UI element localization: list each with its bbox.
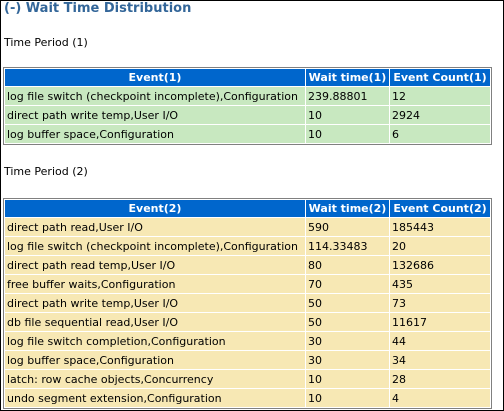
wait-time-cell: 30 <box>306 351 389 369</box>
event-cell: log file switch (checkpoint incomplete),… <box>5 87 305 105</box>
column-header-event: Event(1) <box>5 69 305 86</box>
wait-time-cell: 30 <box>306 332 389 350</box>
table-row: log file switch (checkpoint incomplete),… <box>5 87 490 105</box>
event-cell: log file switch (checkpoint incomplete),… <box>5 237 305 255</box>
wait-time-cell: 239.88801 <box>306 87 389 105</box>
event-cell: free buffer waits,Configuration <box>5 275 305 293</box>
event-cell: db file sequential read,User I/O <box>5 313 305 331</box>
column-header-wait-time: Wait time(1) <box>306 69 389 86</box>
event-count-cell: 2924 <box>390 106 490 124</box>
wait-time-cell: 10 <box>306 125 389 143</box>
event-count-cell: 34 <box>390 351 490 369</box>
event-cell: direct path write temp,User I/O <box>5 294 305 312</box>
table-row: log file switch completion,Configuration… <box>5 332 490 350</box>
wait-time-cell: 10 <box>306 389 389 407</box>
wait-time-cell: 80 <box>306 256 389 274</box>
event-count-cell: 73 <box>390 294 490 312</box>
event-cell: log file switch completion,Configuration <box>5 332 305 350</box>
table-row: latch: row cache objects,Concurrency 10 … <box>5 370 490 388</box>
wait-time-cell: 70 <box>306 275 389 293</box>
table-row: log buffer space,Configuration 10 6 <box>5 125 490 143</box>
table-row: log file switch (checkpoint incomplete),… <box>5 237 490 255</box>
table-header-row: Event(1) Wait time(1) Event Count(1) <box>5 69 490 86</box>
event-count-cell: 132686 <box>390 256 490 274</box>
wait-time-cell: 10 <box>306 370 389 388</box>
event-cell: log buffer space,Configuration <box>5 351 305 369</box>
event-cell: undo segment extension,Configuration <box>5 389 305 407</box>
wait-time-cell: 50 <box>306 313 389 331</box>
event-count-cell: 4 <box>390 389 490 407</box>
event-count-cell: 28 <box>390 370 490 388</box>
time-period-2-label: Time Period (2) <box>4 165 88 178</box>
table-row: free buffer waits,Configuration 70 435 <box>5 275 490 293</box>
event-count-cell: 435 <box>390 275 490 293</box>
event-count-cell: 185443 <box>390 218 490 236</box>
event-cell: log buffer space,Configuration <box>5 125 305 143</box>
event-cell: latch: row cache objects,Concurrency <box>5 370 305 388</box>
event-count-cell: 11617 <box>390 313 490 331</box>
column-header-event-count: Event Count(1) <box>390 69 490 86</box>
table-row: direct path read temp,User I/O 80 132686 <box>5 256 490 274</box>
table-row: log buffer space,Configuration 30 34 <box>5 351 490 369</box>
time-period-1-table: Event(1) Wait time(1) Event Count(1) log… <box>3 67 492 145</box>
event-count-cell: 12 <box>390 87 490 105</box>
table-row: db file sequential read,User I/O 50 1161… <box>5 313 490 331</box>
table-row: direct path write temp,User I/O 10 2924 <box>5 106 490 124</box>
column-header-wait-time: Wait time(2) <box>306 200 389 217</box>
event-count-cell: 20 <box>390 237 490 255</box>
event-cell: direct path write temp,User I/O <box>5 106 305 124</box>
event-count-cell: 44 <box>390 332 490 350</box>
wait-time-cell: 50 <box>306 294 389 312</box>
table-header-row: Event(2) Wait time(2) Event Count(2) <box>5 200 490 217</box>
table-row: direct path read,User I/O 590 185443 <box>5 218 490 236</box>
table-row: undo segment extension,Configuration 10 … <box>5 389 490 407</box>
table-row: direct path write temp,User I/O 50 73 <box>5 294 490 312</box>
event-cell: direct path read,User I/O <box>5 218 305 236</box>
wait-time-cell: 10 <box>306 106 389 124</box>
wait-time-distribution-toggle[interactable]: (-) Wait Time Distribution <box>4 1 192 16</box>
time-period-2-table: Event(2) Wait time(2) Event Count(2) dir… <box>3 198 492 409</box>
time-period-1-label: Time Period (1) <box>4 36 88 49</box>
wait-time-cell: 590 <box>306 218 389 236</box>
column-header-event: Event(2) <box>5 200 305 217</box>
event-cell: direct path read temp,User I/O <box>5 256 305 274</box>
wait-time-cell: 114.33483 <box>306 237 389 255</box>
event-count-cell: 6 <box>390 125 490 143</box>
column-header-event-count: Event Count(2) <box>390 200 490 217</box>
